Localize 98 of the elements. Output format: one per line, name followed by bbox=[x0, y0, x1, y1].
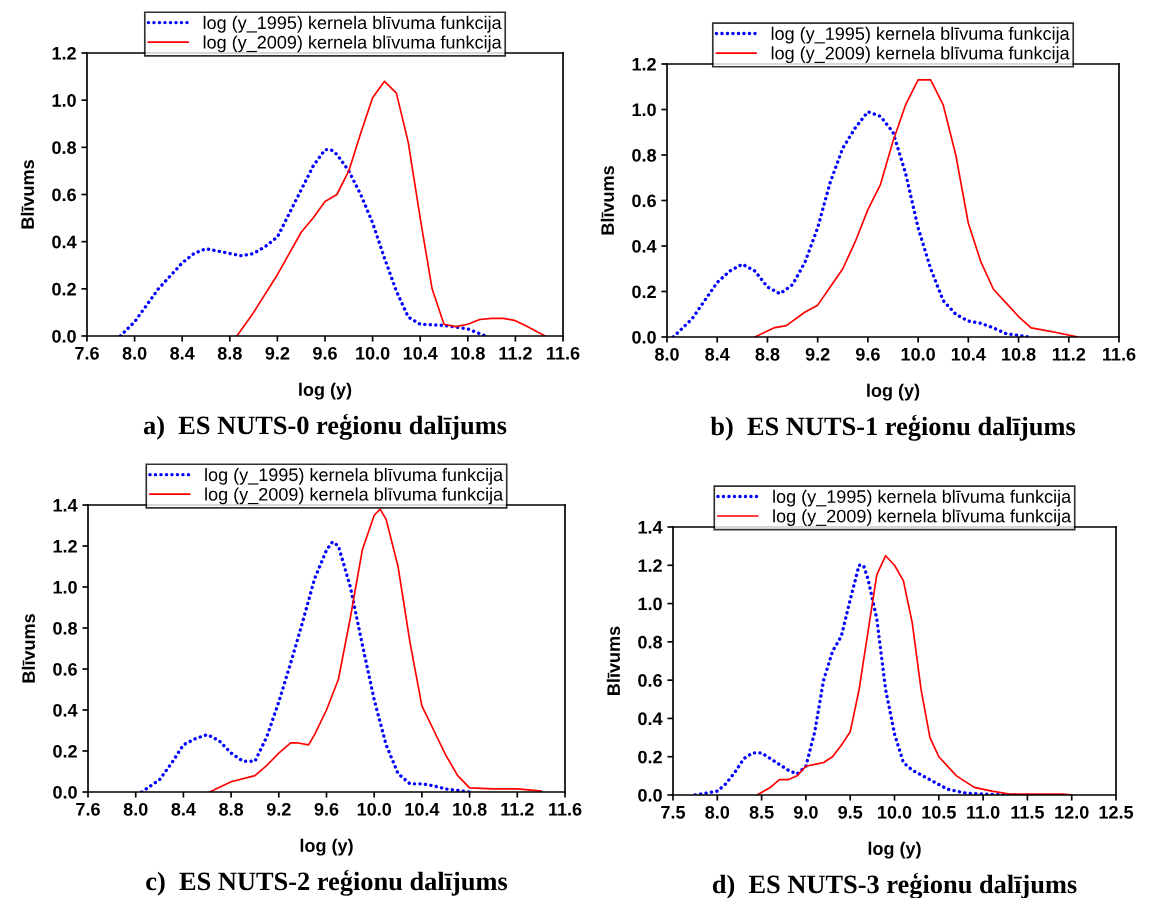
x-tick-label: 11.6 bbox=[1103, 347, 1136, 361]
x-tick-label: 8.0 bbox=[705, 805, 730, 819]
x-tick-label: 9.6 bbox=[314, 802, 339, 816]
x-tick-label: 8.4 bbox=[171, 802, 196, 816]
y-tick-label: 1.2 bbox=[632, 57, 656, 71]
y-tick-label: 0.6 bbox=[638, 674, 662, 687]
y-tick-label: 1.0 bbox=[53, 580, 77, 594]
legend-label: log (y_2009) kernela blīvuma funkcija bbox=[773, 509, 1072, 527]
x-tick-label: 10.8 bbox=[1002, 347, 1036, 361]
y-tick-label: 0.4 bbox=[52, 235, 77, 249]
y-tick-label: 1.2 bbox=[53, 539, 77, 553]
x-tick-label: 8.0 bbox=[655, 347, 679, 361]
text: c) ES NUTS-2 reģionu dalījums bbox=[146, 869, 508, 896]
legend-label: log (y_1995) kernela blīvuma funkcija bbox=[773, 489, 1072, 507]
x-tick-label: 11.2 bbox=[501, 802, 534, 816]
x-tick-label: 8.8 bbox=[755, 347, 780, 361]
x-tick-label: 11.6 bbox=[547, 346, 580, 360]
x-tick-label: 8.0 bbox=[122, 346, 147, 360]
x-tick-label: 10.8 bbox=[451, 346, 485, 360]
y-tick-label: 1.4 bbox=[638, 521, 663, 534]
x-axis-title: log (y) bbox=[867, 383, 920, 401]
x-axis-title: log (y) bbox=[868, 841, 921, 859]
y-tick-label: 0.0 bbox=[52, 329, 76, 343]
line-series bbox=[236, 80, 546, 336]
text: b) ES NUTS-1 reģionu dalījums bbox=[710, 414, 1076, 441]
y-tick-label: 0.4 bbox=[53, 703, 78, 717]
y-axis-title: Blīvums bbox=[20, 160, 35, 229]
y-tick-label: 0.6 bbox=[52, 188, 76, 202]
x-tick-label: 11.0 bbox=[967, 805, 1000, 819]
x-tick-label: 10.0 bbox=[357, 802, 392, 816]
x-tick-label: 8.4 bbox=[170, 346, 195, 360]
y-tick-label: 0.0 bbox=[638, 788, 662, 802]
x-tick-label: 10.8 bbox=[453, 802, 487, 816]
x-tick-label: 10.0 bbox=[878, 805, 912, 819]
x-tick-label: 10.0 bbox=[356, 346, 390, 360]
text: a) ES NUTS-0 reģionu dalījums bbox=[143, 413, 507, 440]
legend-label: log (y_1995) kernela blīvuma funkcija bbox=[205, 467, 504, 485]
x-tick-label: 9.0 bbox=[793, 805, 818, 819]
y-tick-label: 1.0 bbox=[52, 94, 76, 107]
legend-label: log (y_2009) kernela blīvuma funkcija bbox=[205, 487, 504, 505]
x-tick-label: 7.6 bbox=[75, 346, 99, 360]
x-tick-label: 8.5 bbox=[749, 805, 774, 819]
x-tick-label: 7.6 bbox=[76, 802, 100, 816]
y-tick-label: 0.8 bbox=[52, 141, 77, 155]
x-tick-label: 10.4 bbox=[951, 347, 986, 361]
line-series bbox=[671, 110, 1031, 337]
y-tick-label: 0.8 bbox=[53, 621, 78, 635]
y-tick-label: 0.2 bbox=[53, 744, 77, 758]
x-tick-label: 9.6 bbox=[313, 346, 337, 360]
x-tick-label: 12.5 bbox=[1099, 805, 1134, 819]
line-series bbox=[208, 508, 542, 792]
legend-label: log (y_1995) kernela blīvuma funkcija bbox=[771, 26, 1070, 44]
text: d) ES NUTS-3 reģionu dalījums bbox=[712, 872, 1077, 898]
legend-label: log (y_2009) kernela blīvuma funkcija bbox=[203, 35, 502, 53]
line-series bbox=[118, 148, 488, 336]
y-tick-label: 0.6 bbox=[632, 194, 656, 208]
y-tick-label: 0.2 bbox=[632, 285, 656, 299]
x-tick-label: 9.2 bbox=[265, 346, 290, 360]
y-tick-label: 1.0 bbox=[638, 597, 662, 611]
x-tick-label: 8.4 bbox=[705, 347, 730, 361]
y-tick-label: 1.0 bbox=[632, 103, 656, 117]
y-tick-label: 0.2 bbox=[638, 750, 662, 764]
y-axis-title: Blīvums bbox=[600, 166, 615, 235]
x-tick-label: 9.5 bbox=[838, 805, 863, 819]
y-axis-title: Blīvums bbox=[21, 614, 36, 683]
y-tick-label: 0.2 bbox=[52, 282, 76, 296]
x-tick-label: 11.2 bbox=[499, 346, 532, 360]
x-tick-label: 9.6 bbox=[855, 347, 880, 361]
x-tick-label: 11.6 bbox=[549, 802, 582, 816]
x-tick-label: 9.2 bbox=[266, 802, 291, 816]
y-tick-label: 0.6 bbox=[53, 662, 77, 676]
x-tick-label: 10.0 bbox=[901, 347, 935, 361]
y-tick-label: 1.2 bbox=[52, 46, 76, 60]
y-tick-label: 0.0 bbox=[53, 785, 77, 799]
x-tick-label: 7.5 bbox=[661, 806, 686, 819]
x-tick-label: 11.5 bbox=[1011, 806, 1044, 819]
x-tick-label: 9.2 bbox=[805, 347, 830, 361]
x-axis-title: log (y) bbox=[299, 382, 352, 400]
y-tick-label: 0.4 bbox=[632, 239, 657, 253]
y-tick-label: 1.2 bbox=[638, 559, 662, 572]
legend-label: log (y_2009) kernela blīvuma funkcija bbox=[771, 46, 1070, 64]
y-tick-label: 0.8 bbox=[632, 148, 657, 162]
x-tick-label: 12.0 bbox=[1055, 805, 1089, 819]
x-tick-label: 8.8 bbox=[219, 802, 244, 816]
y-axis-title: Blīvums bbox=[606, 626, 621, 695]
y-tick-label: 0.4 bbox=[638, 712, 663, 726]
x-tick-label: 8.8 bbox=[217, 346, 242, 360]
legend-label: log (y_1995) kernela blīvuma funkcija bbox=[203, 15, 502, 33]
x-axis-title: log (y) bbox=[300, 838, 353, 856]
line-series bbox=[139, 540, 472, 792]
y-tick-label: 1.4 bbox=[53, 499, 78, 512]
x-tick-label: 10.4 bbox=[405, 802, 440, 816]
x-tick-label: 8.0 bbox=[123, 802, 148, 816]
y-tick-label: 0.8 bbox=[638, 635, 663, 649]
y-tick-label: 0.0 bbox=[632, 330, 656, 344]
x-tick-label: 10.5 bbox=[922, 805, 956, 819]
x-tick-label: 10.4 bbox=[403, 346, 438, 360]
x-tick-label: 11.2 bbox=[1052, 347, 1086, 361]
